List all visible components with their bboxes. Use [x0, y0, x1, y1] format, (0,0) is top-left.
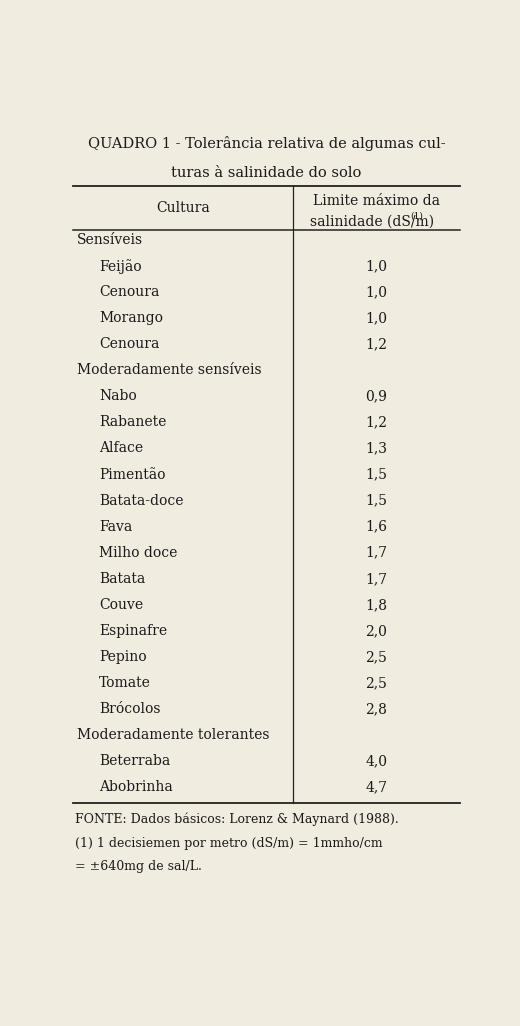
Text: Rabanete: Rabanete [99, 416, 166, 430]
Text: Feijão: Feijão [99, 259, 142, 274]
Text: (1) 1 decisiemen por metro (dS/m) = 1mmho/cm: (1) 1 decisiemen por metro (dS/m) = 1mmh… [75, 836, 383, 850]
Text: Espinafre: Espinafre [99, 624, 167, 638]
Text: turas à salinidade do solo: turas à salinidade do solo [171, 166, 362, 180]
Text: Cenoura: Cenoura [99, 338, 160, 351]
Text: 1,7: 1,7 [365, 546, 387, 560]
Text: Cultura: Cultura [156, 201, 210, 215]
Text: 4,7: 4,7 [365, 781, 387, 794]
Text: FONTE: Dados básicos: Lorenz & Maynard (1988).: FONTE: Dados básicos: Lorenz & Maynard (… [75, 813, 399, 826]
Text: 1,7: 1,7 [365, 571, 387, 586]
Text: 2,5: 2,5 [366, 676, 387, 690]
Text: Moderadamente sensíveis: Moderadamente sensíveis [77, 363, 262, 378]
Text: 1,2: 1,2 [366, 338, 387, 351]
Text: Milho doce: Milho doce [99, 546, 178, 560]
Text: = ±640mg de sal/L.: = ±640mg de sal/L. [75, 860, 202, 873]
Text: 2,0: 2,0 [366, 624, 387, 638]
Text: 1,3: 1,3 [366, 441, 387, 456]
Text: 1,6: 1,6 [366, 520, 387, 534]
Text: 1,5: 1,5 [366, 494, 387, 508]
Text: Beterraba: Beterraba [99, 754, 171, 768]
Text: Cenoura: Cenoura [99, 285, 160, 299]
Text: 1,0: 1,0 [366, 259, 387, 273]
Text: 4,0: 4,0 [366, 754, 387, 768]
Text: Limite máximo da: Limite máximo da [313, 194, 440, 208]
Text: Sensíveis: Sensíveis [77, 233, 143, 247]
Text: 1,0: 1,0 [366, 311, 387, 325]
Text: Moderadamente tolerantes: Moderadamente tolerantes [77, 728, 269, 742]
Text: Couve: Couve [99, 598, 144, 611]
Text: Tomate: Tomate [99, 676, 151, 690]
Text: Batata: Batata [99, 571, 146, 586]
Text: (1): (1) [410, 211, 423, 221]
Text: 1,2: 1,2 [366, 416, 387, 430]
Text: Morango: Morango [99, 311, 163, 325]
Text: Brócolos: Brócolos [99, 702, 161, 716]
Text: Alface: Alface [99, 441, 144, 456]
Text: 2,8: 2,8 [366, 702, 387, 716]
Text: QUADRO 1 - Tolerância relativa de algumas cul-: QUADRO 1 - Tolerância relativa de alguma… [88, 135, 445, 151]
Text: 1,0: 1,0 [366, 285, 387, 299]
Text: Batata-doce: Batata-doce [99, 494, 184, 508]
Text: Fava: Fava [99, 520, 133, 534]
Text: 1,5: 1,5 [366, 468, 387, 481]
Text: 1,8: 1,8 [366, 598, 387, 611]
Text: Abobrinha: Abobrinha [99, 781, 173, 794]
Text: 2,5: 2,5 [366, 650, 387, 664]
Text: salinidade (dS/m): salinidade (dS/m) [310, 214, 434, 229]
Text: Pimentão: Pimentão [99, 468, 166, 481]
Text: Nabo: Nabo [99, 389, 137, 403]
Text: Pepino: Pepino [99, 650, 147, 664]
Text: 0,9: 0,9 [366, 389, 387, 403]
